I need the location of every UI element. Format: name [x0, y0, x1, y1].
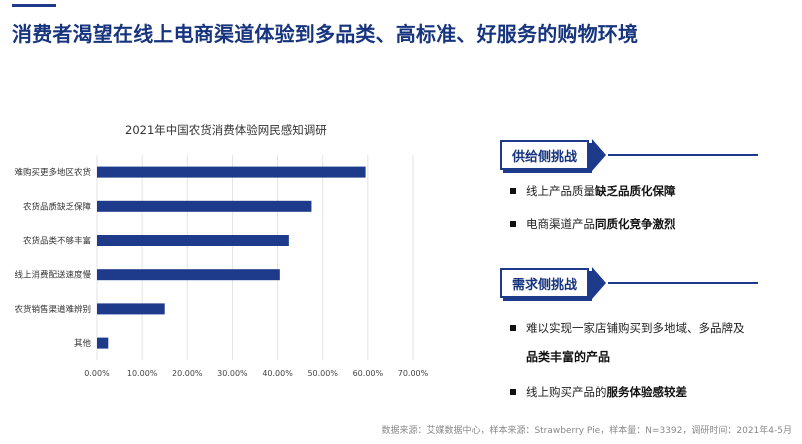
- category-label: 农货销售渠道难辨别: [14, 304, 91, 315]
- x-tick-label: 40.00%: [262, 369, 293, 378]
- x-tick-label: 0.00%: [84, 369, 110, 378]
- header-rule: [608, 154, 759, 156]
- data-source-note: 数据来源：艾媒数据中心，样本来源：Strawberry Pie，样本量：N=33…: [381, 426, 792, 436]
- supply-challenge-header: 供给侧挑战: [500, 139, 759, 171]
- page-title: 消费者渴望在线上电商渠道体验到多品类、高标准、好服务的购物环境: [12, 22, 639, 46]
- demand-bullet-2: 线上购买产品的服务体验感较差: [510, 384, 790, 400]
- bar: [97, 303, 165, 315]
- x-tick-label: 70.00%: [398, 369, 429, 378]
- bar: [97, 235, 289, 246]
- category-label: 难购买更多地区农货: [14, 167, 91, 178]
- demand-challenge-title: 需求侧挑战: [500, 268, 590, 298]
- category-label: 农货品类不够丰富: [23, 236, 91, 247]
- arrow-right-icon: [592, 139, 607, 171]
- supply-challenge-title: 供给侧挑战: [500, 140, 590, 170]
- bullet-bold-text: 缺乏品质化保障: [595, 184, 676, 198]
- category-label: 其他: [74, 338, 92, 349]
- bullet-plain-text: 线上产品质量: [526, 184, 595, 198]
- square-bullet-icon: [510, 188, 516, 194]
- header-rule: [608, 282, 759, 284]
- supply-bullet-2: 电商渠道产品同质化竞争激烈: [510, 216, 790, 232]
- bar: [97, 269, 280, 281]
- bullet-bold-text: 同质化竞争激烈: [595, 217, 676, 231]
- square-bullet-icon: [510, 221, 516, 227]
- x-tick-label: 50.00%: [307, 369, 338, 378]
- supply-bullet-1: 线上产品质量缺乏品质化保障: [510, 183, 790, 199]
- bullet-plain-text: 线上购买产品的: [526, 385, 607, 399]
- x-tick-label: 60.00%: [353, 369, 384, 378]
- bar-chart: 0.00% 10.00% 20.00% 30.00% 40.00% 50.00% 60.00…: [14, 155, 429, 378]
- category-label: 线上消费配送速度慢: [14, 270, 91, 281]
- x-tick-label: 20.00%: [172, 369, 203, 378]
- bar: [97, 166, 366, 178]
- bullet-plain-text: 难以实现一家店铺购买到多地域、多品牌及: [526, 321, 745, 335]
- title-accent-rule: [12, 4, 56, 7]
- bullet-plain-text: 电商渠道产品: [526, 217, 595, 231]
- x-tick-label: 10.00%: [127, 369, 158, 378]
- arrow-right-icon: [592, 267, 607, 299]
- bar: [97, 337, 109, 349]
- demand-challenge-header: 需求侧挑战: [500, 267, 759, 299]
- category-label: 农货品质缺乏保障: [23, 201, 92, 212]
- chart-title: 2021年中国农货消费体验网民感知调研: [125, 123, 327, 137]
- square-bullet-icon: [510, 389, 516, 395]
- bullet-bold-text: 品类丰富的产品: [526, 350, 611, 364]
- bullet-bold-text: 服务体验感较差: [606, 385, 688, 399]
- demand-bullet-1: 难以实现一家店铺购买到多地域、多品牌及 品类丰富的产品: [510, 320, 790, 365]
- x-tick-label: 30.00%: [217, 369, 248, 378]
- bar: [97, 200, 312, 212]
- square-bullet-icon: [510, 325, 516, 331]
